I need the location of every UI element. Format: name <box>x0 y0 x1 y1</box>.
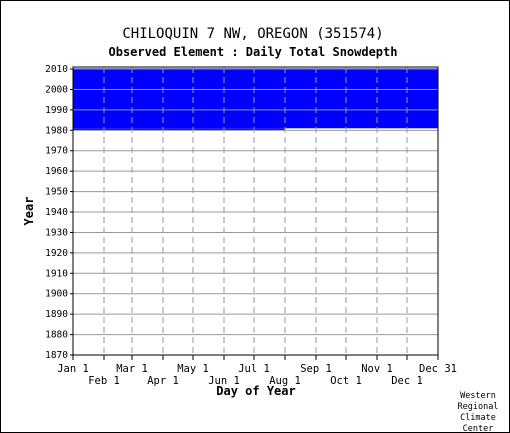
credit-line-3: Climate <box>460 413 496 423</box>
y-tick-label: 1910 <box>45 268 68 279</box>
x-tick-label: May 1 <box>177 363 209 375</box>
y-tick-label: 1930 <box>45 227 68 238</box>
y-tick-label: 1900 <box>45 289 68 300</box>
x-tick-label: Sep 1 <box>300 363 332 375</box>
y-tick-label: 1940 <box>45 207 68 218</box>
x-axis-label: Day of Year <box>216 384 295 398</box>
chart-subtitle: Observed Element : Daily Total Snowdepth <box>109 45 398 59</box>
credit-line-4: Center <box>463 424 494 432</box>
x-tick-label: Jul 1 <box>238 363 270 375</box>
y-tick-label: 1950 <box>45 187 68 198</box>
y-axis-ticks: 1870 1880 1890 1900 1910 1920 1930 1940 1950 1960… <box>45 64 73 361</box>
y-tick-label: 1880 <box>45 330 68 341</box>
x-tick-label: Nov 1 <box>361 363 393 375</box>
credit-line-1: Western <box>460 391 496 401</box>
y-axis-label: Year <box>22 197 36 226</box>
credit-line-2: Regional <box>458 402 499 412</box>
x-tick-label: Apr 1 <box>147 375 179 387</box>
y-tick-label: 1870 <box>45 350 68 361</box>
x-tick-label: Jan 1 <box>57 363 89 375</box>
x-tick-label: Dec 31 <box>419 363 457 375</box>
y-tick-label: 2000 <box>45 84 68 95</box>
credit-block: Western Regional Climate Center <box>458 391 499 432</box>
x-tick-label: Aug 1 <box>269 375 301 387</box>
y-tick-label: 1960 <box>45 166 68 177</box>
x-tick-label: Feb 1 <box>88 375 120 387</box>
x-tick-label: Oct 1 <box>330 375 362 387</box>
y-tick-label: 1990 <box>45 105 68 116</box>
y-tick-label: 2010 <box>45 64 68 75</box>
y-tick-label: 1970 <box>45 146 68 157</box>
grid-layer <box>73 67 438 355</box>
x-axis-ticks: Jan 1 Mar 1 May 1 Jul 1 Sep 1 Nov 1 Dec 31 Feb … <box>57 355 457 387</box>
y-tick-label: 1920 <box>45 248 68 259</box>
x-tick-label: Mar 1 <box>116 363 148 375</box>
x-tick-label: Dec 1 <box>391 375 423 387</box>
x-tick-label: Jun 1 <box>208 375 240 387</box>
data-block-main <box>73 68 438 129</box>
y-tick-label: 1890 <box>45 309 68 320</box>
data-block-partial-year <box>73 128 285 131</box>
data-layer <box>73 68 438 131</box>
plot-area <box>72 66 439 356</box>
y-tick-label: 1980 <box>45 125 68 136</box>
chart-title: CHILOQUIN 7 NW, OREGON (351574) <box>122 26 383 42</box>
